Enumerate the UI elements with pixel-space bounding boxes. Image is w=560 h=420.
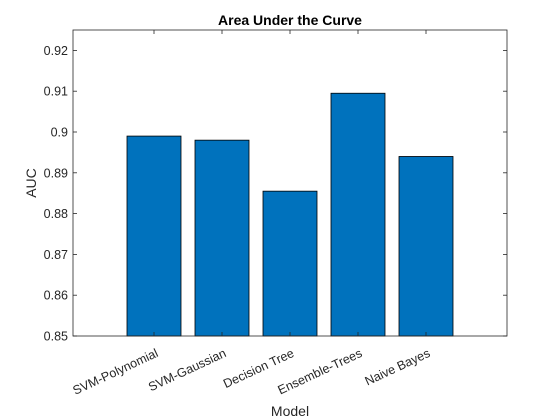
bar-1 <box>194 139 250 337</box>
bar-3 <box>330 92 386 337</box>
x-tick-label: SVM-Polynomial <box>71 346 161 398</box>
chart-title: Area Under the Curve <box>218 12 362 28</box>
y-tick-label: 0.9 <box>51 126 68 140</box>
x-tick-label: Naive Bayes <box>363 346 433 388</box>
bar-4 <box>398 156 454 337</box>
y-tick-label: 0.88 <box>44 207 68 221</box>
y-tick-label: 0.89 <box>44 166 68 180</box>
y-tick-label: 0.91 <box>44 85 68 99</box>
x-tick-label: SVM-Gaussian <box>146 346 228 394</box>
y-axis-ticks: 0.85 0.86 0.87 0.88 0.89 0.9 0.91 0.92 <box>44 44 507 344</box>
y-axis-label: AUC <box>23 168 39 198</box>
x-axis-label: Model <box>271 403 309 419</box>
y-tick-label: 0.87 <box>44 248 68 262</box>
bar-0 <box>126 135 182 337</box>
bar-2 <box>262 190 318 337</box>
y-tick-label: 0.85 <box>44 330 68 344</box>
bars-group <box>126 92 454 337</box>
y-tick-label: 0.86 <box>44 289 68 303</box>
y-tick-label: 0.92 <box>44 44 68 58</box>
